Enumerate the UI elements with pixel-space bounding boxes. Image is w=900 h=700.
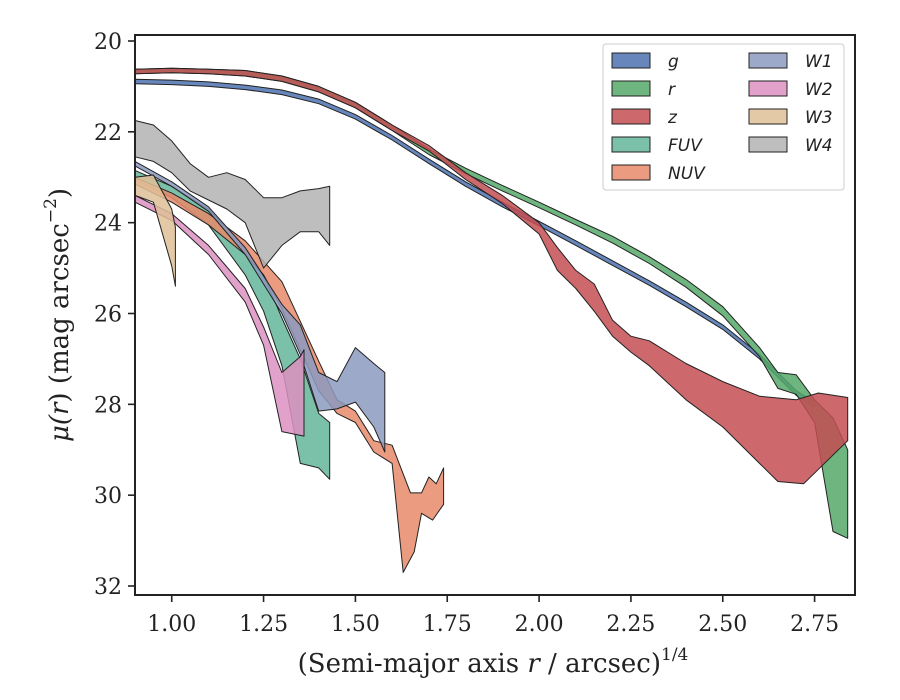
legend-label-FUV: FUV <box>668 136 703 156</box>
y-tick-label: 28 <box>94 393 122 418</box>
x-tick-label: 2.50 <box>698 612 747 637</box>
legend-swatch-W3 <box>748 108 788 125</box>
x-tick-label: 1.00 <box>147 612 196 637</box>
y-tick-label: 32 <box>94 575 122 600</box>
legend-swatch-W1 <box>748 52 788 69</box>
band-W3 <box>134 174 176 287</box>
x-axis: 1.00 1.25 1.50 1.75 2.00 2.25 2.50 2.75 <box>147 595 839 637</box>
legend-label-NUV: NUV <box>668 164 706 184</box>
legend: grz FUV NUV W1 W2 W3 W4 <box>602 43 845 191</box>
x-tick-label: 2.25 <box>606 612 655 637</box>
x-tick-label: 2.75 <box>790 612 839 637</box>
x-tick-label: 1.50 <box>331 612 380 637</box>
y-tick-label: 24 <box>94 212 122 237</box>
legend-label-r: r <box>668 80 676 100</box>
legend-label-g: g <box>668 52 679 72</box>
legend-label-W1: W1 <box>805 52 833 72</box>
y-tick-label: 30 <box>94 484 122 509</box>
legend-swatch-NUV <box>611 164 651 181</box>
band-W2 <box>134 194 305 437</box>
legend-swatch-r <box>611 80 651 97</box>
y-tick-label: 26 <box>94 303 122 328</box>
band-z <box>134 67 849 485</box>
legend-label-z: z <box>667 108 678 128</box>
x-tick-label: 1.25 <box>239 612 288 637</box>
bands-layer <box>134 67 849 573</box>
legend-swatch-FUV <box>611 136 651 153</box>
y-axis-title: μ(r) (mag arcsec−2) <box>41 188 75 442</box>
band-W1 <box>134 160 386 453</box>
legend-swatch-z <box>611 108 651 125</box>
plot-frame <box>134 34 856 596</box>
band-W4 <box>134 120 331 269</box>
legend-label-W3: W3 <box>805 108 833 128</box>
x-tick-label: 1.75 <box>423 612 472 637</box>
y-tick-label: 20 <box>94 30 122 55</box>
x-tick-label: 2.00 <box>515 612 564 637</box>
legend-label-W4: W4 <box>805 136 833 156</box>
x-axis-title: (Semi-major axis r / arcsec)1/4 <box>298 645 689 679</box>
legend-swatch-g <box>611 52 651 69</box>
y-tick-label: 22 <box>94 121 122 146</box>
legend-swatch-W4 <box>748 136 788 153</box>
legend-label-W2: W2 <box>805 80 833 100</box>
y-axis: 20 22 24 26 28 30 32 <box>94 30 135 600</box>
legend-swatch-W2 <box>748 80 788 97</box>
